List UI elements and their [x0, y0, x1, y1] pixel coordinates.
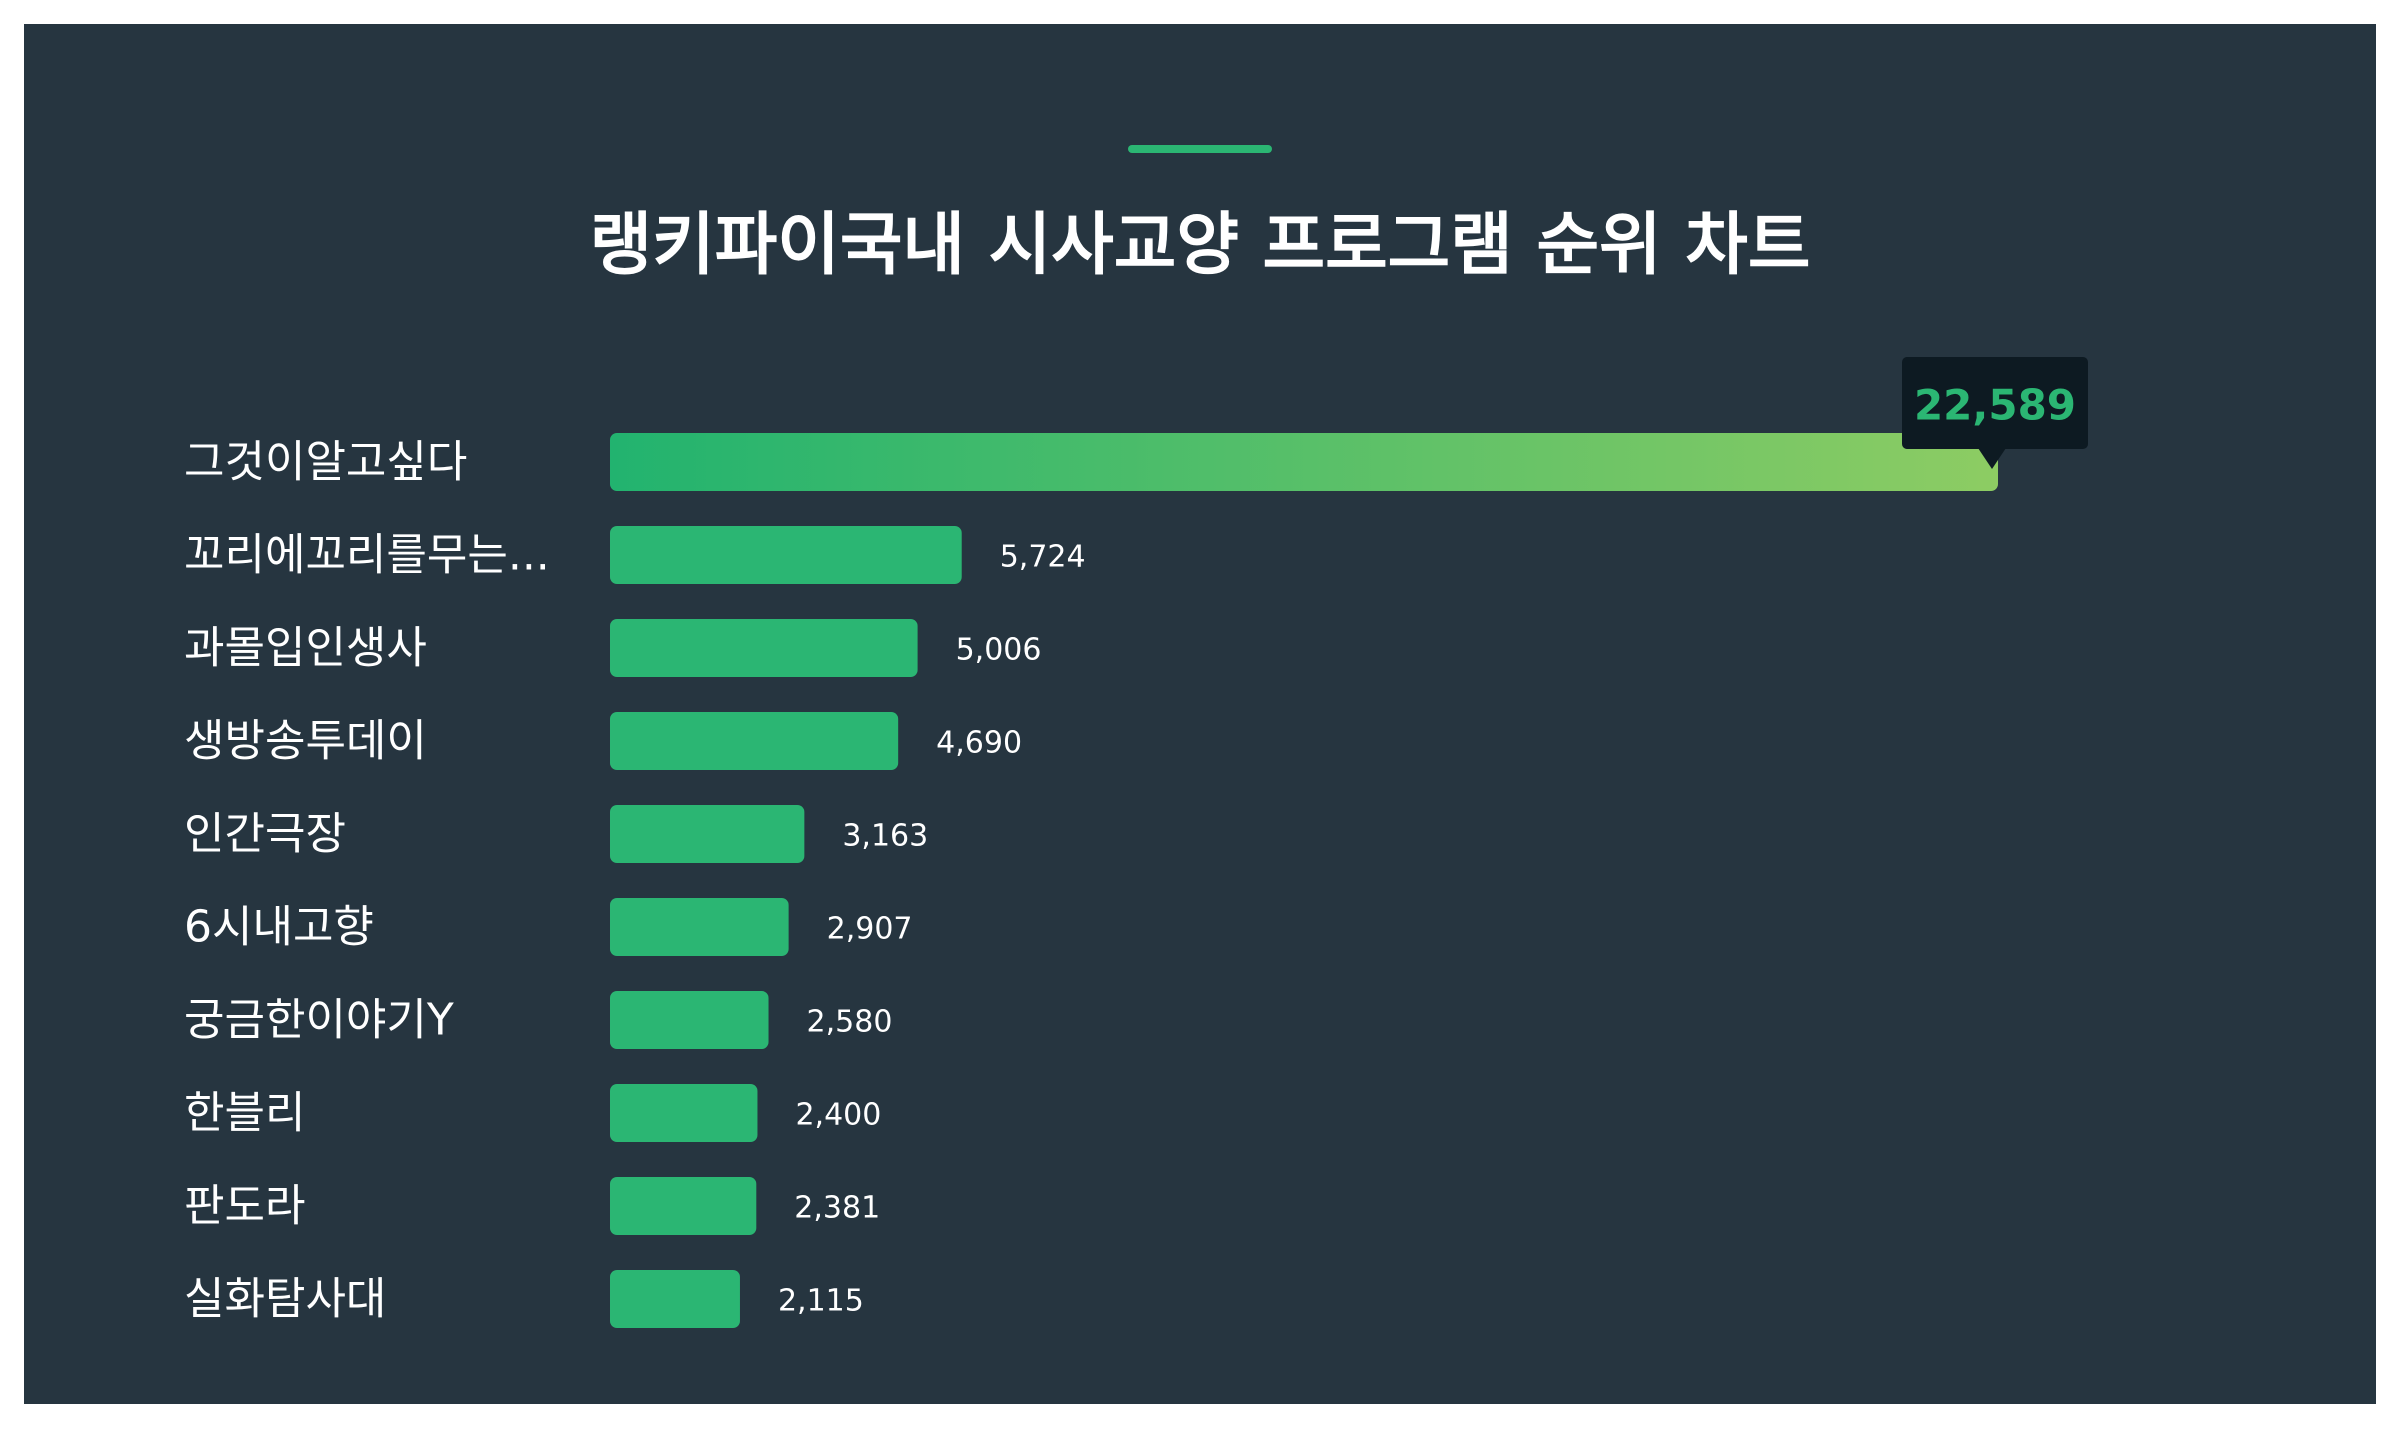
bar: [610, 1084, 758, 1142]
tooltip-box: [1902, 357, 2088, 449]
bar-chart: 그것이알고싶다 22,589 꼬리에꼬리를무는... 5,724 과몰입인생사 5,006…: [184, 357, 2088, 1328]
value-label: 22,589: [1914, 381, 2076, 430]
value-label: 3,163: [842, 819, 928, 854]
title-accent-line: [1128, 145, 1272, 153]
category-label: 실화탐사대: [184, 1274, 386, 1325]
bar: [610, 1177, 757, 1235]
bar: [610, 433, 1998, 491]
bar: [610, 712, 899, 770]
category-label: 인간극장: [184, 809, 346, 860]
category-label: 생방송투데이: [184, 716, 427, 767]
category-label: 한블리: [184, 1088, 305, 1139]
bar: [610, 805, 805, 863]
chart-title: 랭키파이국내 시사교양 프로그램 순위 차트: [589, 206, 1811, 285]
value-label: 2,381: [794, 1191, 880, 1226]
chart-panel: 랭키파이국내 시사교양 프로그램 순위 차트 그것이알고싶다 22,589 꼬리에꼬…: [24, 24, 2376, 1404]
tooltip-pointer: [1978, 448, 2006, 469]
value-label: 2,400: [795, 1098, 881, 1133]
value-label: 5,724: [1000, 540, 1086, 575]
value-label: 2,907: [827, 912, 913, 947]
value-label: 2,580: [807, 1005, 893, 1040]
bar: [610, 619, 918, 677]
bar: [610, 1270, 740, 1328]
bar: [610, 991, 769, 1049]
category-label: 과몰입인생사: [184, 623, 427, 674]
value-label: 4,690: [936, 726, 1022, 761]
value-label: 2,115: [778, 1284, 864, 1319]
value-tooltip: 22,589: [1902, 357, 2088, 469]
category-label: 그것이알고싶다: [184, 437, 467, 488]
category-label: 판도라: [184, 1181, 305, 1232]
bars-layer: 그것이알고싶다 22,589 꼬리에꼬리를무는... 5,724 과몰입인생사 5,006…: [184, 357, 2088, 1328]
category-label: 궁금한이야기Y: [184, 995, 454, 1046]
category-label: 꼬리에꼬리를무는...: [184, 530, 550, 581]
bar: [610, 526, 962, 584]
bar: [610, 898, 789, 956]
value-label: 5,006: [956, 633, 1042, 668]
category-label: 6시내고향: [184, 902, 374, 953]
